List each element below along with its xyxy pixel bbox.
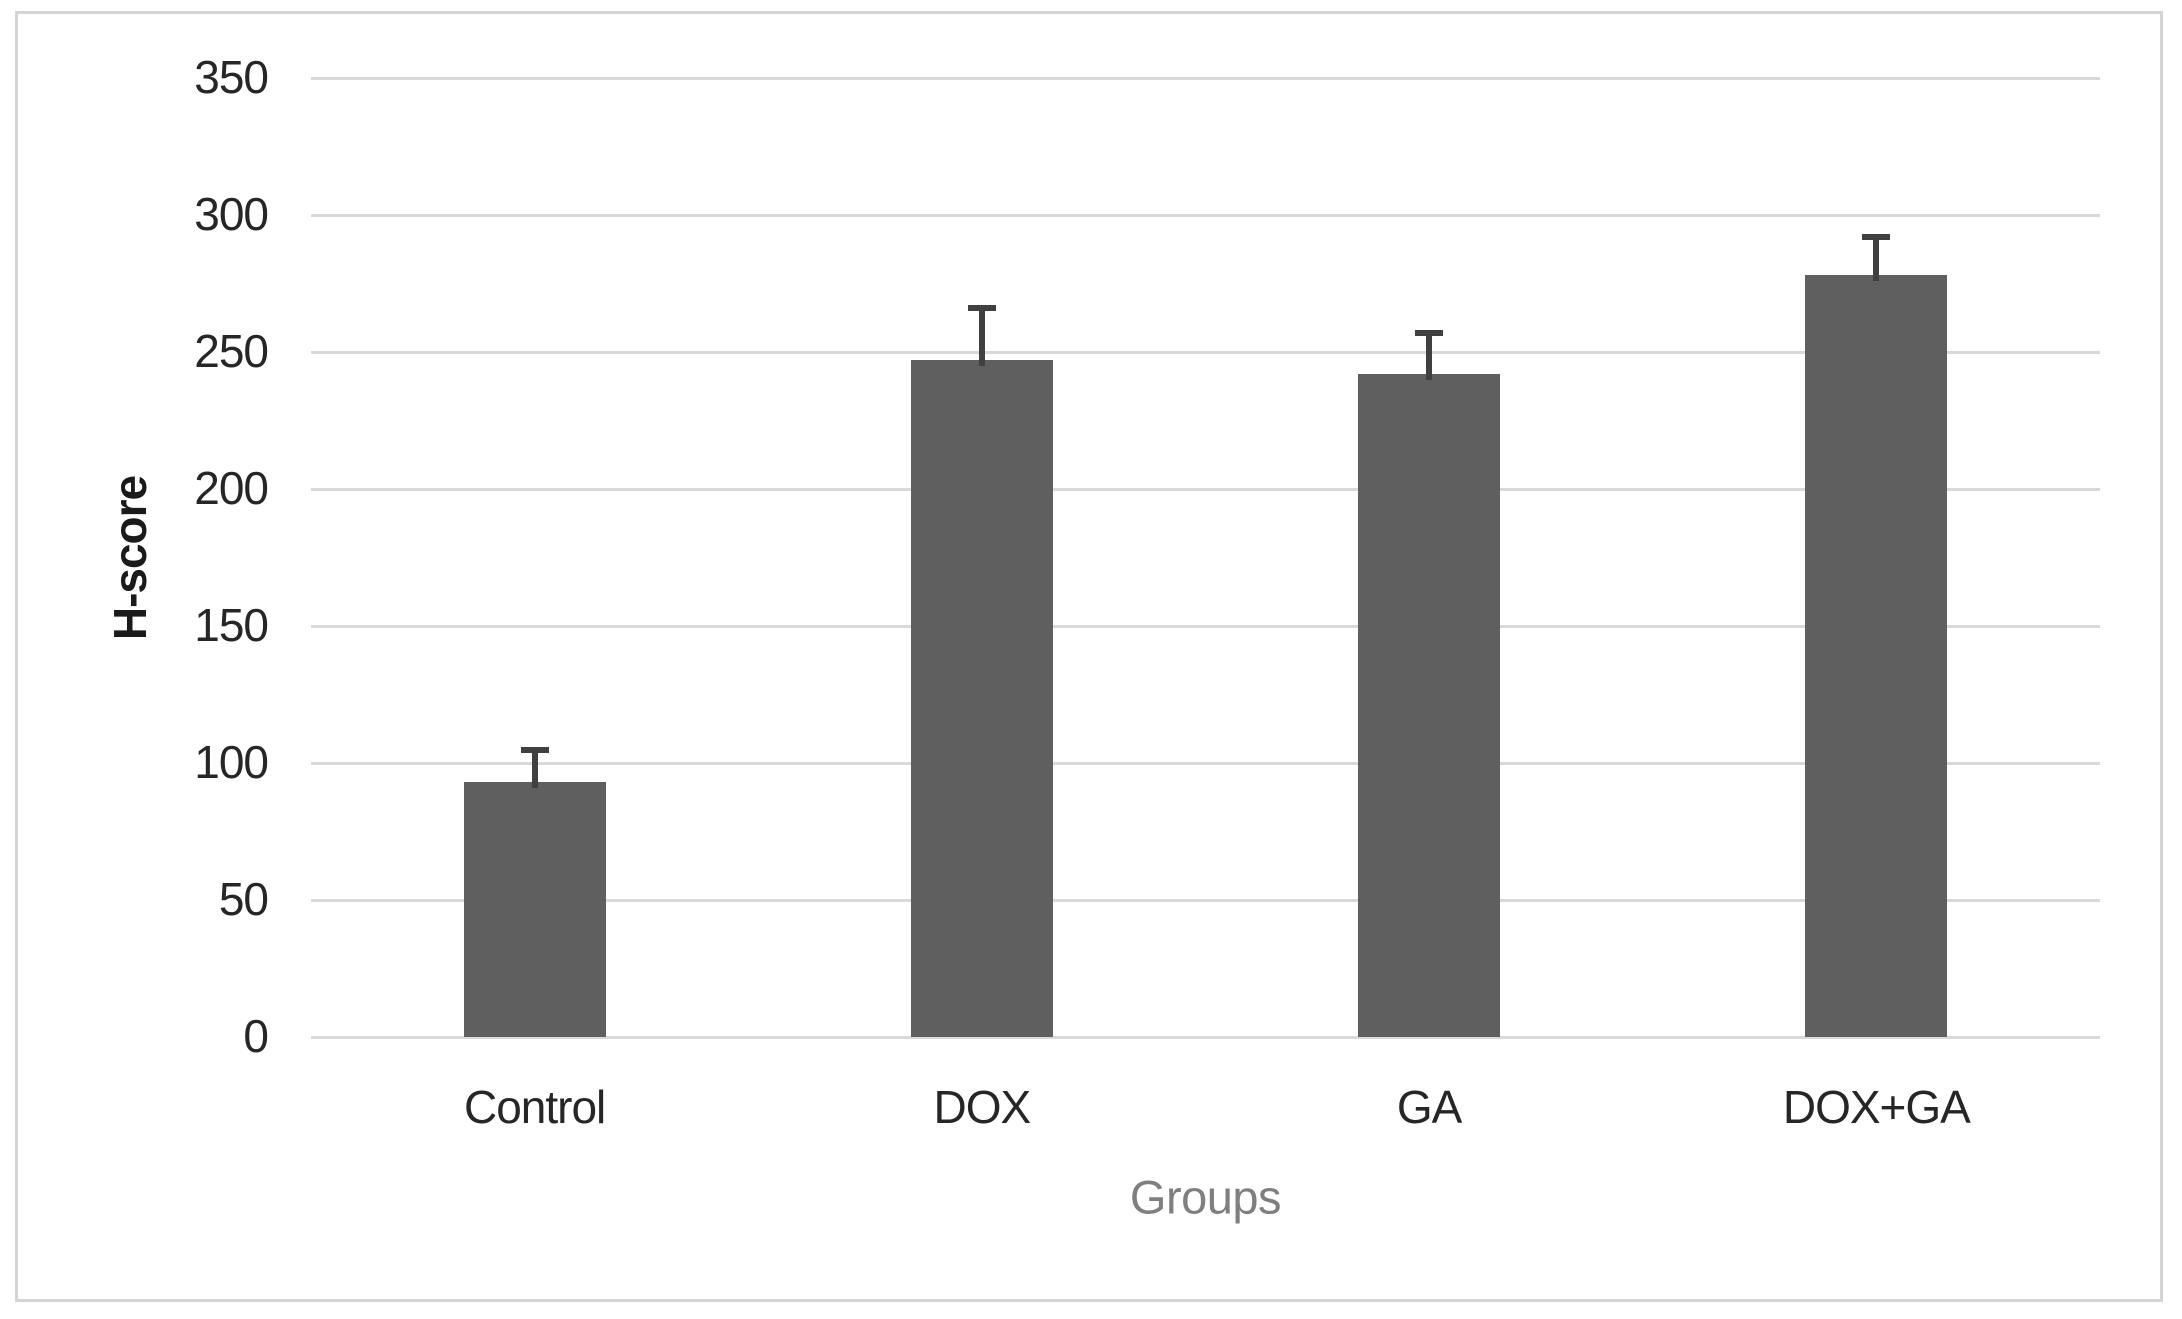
bar-control bbox=[463, 782, 606, 1037]
y-tick-label-100: 100 bbox=[194, 736, 269, 788]
y-tick-label-250: 250 bbox=[194, 325, 269, 377]
error-bar-whisker-dox-ga bbox=[1873, 234, 1880, 282]
gridline-y-250 bbox=[311, 350, 2100, 354]
gridline-y-100 bbox=[311, 761, 2100, 765]
y-tick-label-200: 200 bbox=[194, 462, 269, 514]
chart-outer-border bbox=[15, 11, 2163, 1302]
error-bar-cap-dox bbox=[967, 305, 996, 312]
y-tick-label-0: 0 bbox=[243, 1010, 269, 1062]
y-tick-label-350: 350 bbox=[194, 51, 269, 103]
x-category-label-ga: GA bbox=[1396, 1081, 1462, 1133]
error-bar-cap-control bbox=[520, 746, 549, 753]
y-tick-label-300: 300 bbox=[194, 188, 269, 240]
gridline-y-200 bbox=[311, 487, 2100, 491]
y-tick-label-150: 150 bbox=[194, 599, 269, 651]
gridline-y-150 bbox=[311, 624, 2100, 628]
gridline-y-350 bbox=[311, 76, 2100, 80]
gridline-y-0 bbox=[311, 1035, 2100, 1039]
bar-dox-ga bbox=[1805, 275, 1948, 1037]
gridline-y-50 bbox=[311, 898, 2100, 902]
error-bar-cap-dox-ga bbox=[1862, 234, 1891, 241]
x-category-label-dox: DOX bbox=[933, 1081, 1032, 1133]
x-axis-title: Groups bbox=[1129, 1170, 1282, 1224]
error-bar-whisker-control bbox=[531, 746, 538, 789]
bar-ga bbox=[1358, 373, 1501, 1037]
error-bar-whisker-ga bbox=[1426, 330, 1433, 380]
error-bar-cap-ga bbox=[1415, 330, 1444, 337]
x-category-label-dox-ga: DOX+GA bbox=[1782, 1081, 1971, 1133]
gridline-y-300 bbox=[311, 213, 2100, 217]
bar-dox bbox=[910, 360, 1053, 1037]
y-axis-title: H-score bbox=[104, 475, 156, 640]
y-tick-label-50: 50 bbox=[218, 873, 269, 925]
error-bar-whisker-dox bbox=[978, 305, 985, 367]
x-category-label-control: Control bbox=[463, 1081, 606, 1133]
